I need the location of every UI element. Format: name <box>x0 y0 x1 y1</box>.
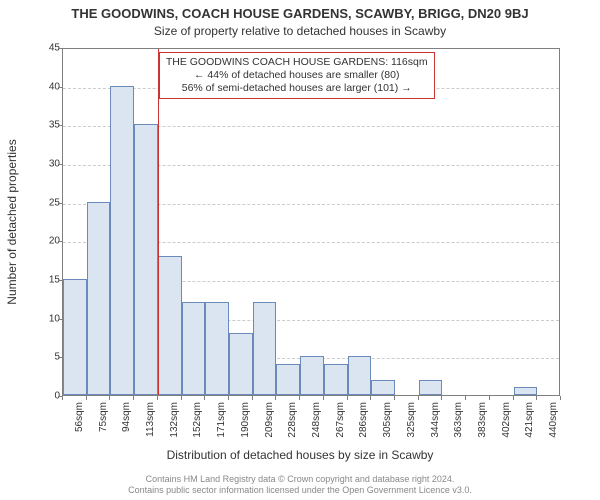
annotation-line: 56% of semi-detached houses are larger (… <box>166 82 428 95</box>
annotation-line: THE GOODWINS COACH HOUSE GARDENS: 116sqm <box>166 56 428 69</box>
y-tick-mark <box>58 125 62 126</box>
histogram-bar <box>324 364 348 395</box>
plot-area <box>62 48 560 396</box>
x-tick-mark <box>62 396 63 400</box>
x-tick-label: 402sqm <box>501 402 512 442</box>
x-tick-label: 383sqm <box>477 402 488 442</box>
attribution: Contains HM Land Registry data © Crown c… <box>0 474 600 496</box>
x-tick-mark <box>86 396 87 400</box>
x-tick-label: 152sqm <box>192 402 203 442</box>
x-tick-mark <box>299 396 300 400</box>
attribution-line: Contains HM Land Registry data © Crown c… <box>0 474 600 485</box>
x-tick-mark <box>489 396 490 400</box>
histogram-bar <box>229 333 253 395</box>
x-tick-mark <box>204 396 205 400</box>
x-tick-label: 228sqm <box>287 402 298 442</box>
histogram-bar <box>276 364 300 395</box>
x-axis-label: Distribution of detached houses by size … <box>0 448 600 462</box>
histogram-bar <box>371 380 395 395</box>
page-subtitle: Size of property relative to detached ho… <box>0 24 600 38</box>
y-tick-mark <box>58 87 62 88</box>
y-tick-mark <box>58 280 62 281</box>
x-tick-mark <box>370 396 371 400</box>
histogram-bar <box>348 356 372 395</box>
histogram-bar <box>253 302 277 395</box>
x-tick-mark <box>228 396 229 400</box>
y-tick-mark <box>58 203 62 204</box>
property-marker-line <box>158 49 159 395</box>
annotation-box: THE GOODWINS COACH HOUSE GARDENS: 116sqm… <box>159 52 435 99</box>
y-axis-label: Number of detached properties <box>5 139 19 304</box>
x-tick-mark <box>418 396 419 400</box>
x-tick-mark <box>394 396 395 400</box>
x-tick-label: 132sqm <box>169 402 180 442</box>
x-tick-label: 209sqm <box>264 402 275 442</box>
histogram-bar <box>110 86 134 395</box>
x-tick-label: 305sqm <box>382 402 393 442</box>
x-tick-label: 171sqm <box>216 402 227 442</box>
histogram-bar <box>514 387 538 395</box>
x-tick-label: 440sqm <box>548 402 559 442</box>
x-tick-mark <box>181 396 182 400</box>
x-tick-mark <box>347 396 348 400</box>
x-tick-label: 344sqm <box>430 402 441 442</box>
y-tick-mark <box>58 48 62 49</box>
histogram-bar <box>63 279 87 395</box>
x-tick-label: 363sqm <box>453 402 464 442</box>
x-tick-mark <box>323 396 324 400</box>
y-tick-mark <box>58 357 62 358</box>
x-tick-mark <box>536 396 537 400</box>
chart-page: THE GOODWINS, COACH HOUSE GARDENS, SCAWB… <box>0 0 600 500</box>
histogram-bar <box>300 356 324 395</box>
x-tick-label: 421sqm <box>524 402 535 442</box>
x-tick-label: 56sqm <box>74 402 85 442</box>
x-tick-mark <box>441 396 442 400</box>
histogram-bar <box>87 202 111 395</box>
x-tick-mark <box>133 396 134 400</box>
attribution-line: Contains public sector information licen… <box>0 485 600 496</box>
x-tick-label: 267sqm <box>335 402 346 442</box>
x-tick-label: 190sqm <box>240 402 251 442</box>
x-tick-mark <box>513 396 514 400</box>
x-tick-label: 248sqm <box>311 402 322 442</box>
y-tick-mark <box>58 241 62 242</box>
y-tick-mark <box>58 164 62 165</box>
x-tick-mark <box>465 396 466 400</box>
x-tick-label: 94sqm <box>121 402 132 442</box>
y-tick-mark <box>58 319 62 320</box>
histogram-bar <box>134 124 158 395</box>
x-tick-label: 75sqm <box>98 402 109 442</box>
page-title: THE GOODWINS, COACH HOUSE GARDENS, SCAWB… <box>0 6 600 21</box>
annotation-line: ← 44% of detached houses are smaller (80… <box>166 69 428 82</box>
x-tick-label: 286sqm <box>358 402 369 442</box>
histogram-bar <box>419 380 443 395</box>
x-tick-mark <box>157 396 158 400</box>
x-tick-mark <box>560 396 561 400</box>
x-tick-label: 325sqm <box>406 402 417 442</box>
histogram-bar <box>158 256 182 395</box>
histogram-bar <box>182 302 206 395</box>
x-tick-mark <box>275 396 276 400</box>
x-tick-mark <box>109 396 110 400</box>
x-tick-label: 113sqm <box>145 402 156 442</box>
x-tick-mark <box>252 396 253 400</box>
histogram-bar <box>205 302 229 395</box>
